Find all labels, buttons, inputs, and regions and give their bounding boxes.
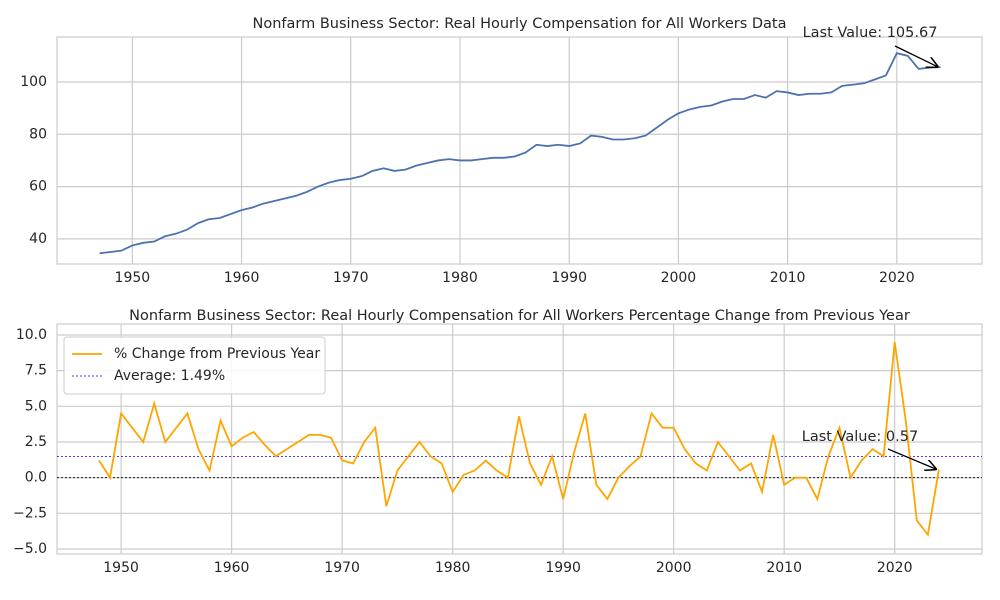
x-tick-label: 2020 <box>877 560 913 576</box>
x-tick-label: 2010 <box>770 270 806 286</box>
y-tick-label: 40 <box>29 231 47 247</box>
y-tick-label: 10.0 <box>16 327 47 343</box>
x-tick-label: 1990 <box>551 270 587 286</box>
y-tick-label: −2.5 <box>13 505 47 521</box>
y-tick-label: 7.5 <box>25 363 47 379</box>
data-line <box>99 52 941 255</box>
x-tick-label: 1980 <box>442 270 478 286</box>
plot-area <box>56 36 983 265</box>
x-tick-label: 1990 <box>545 560 581 576</box>
data-line <box>98 341 940 537</box>
x-tick-label: 2000 <box>656 560 692 576</box>
annotation-arrow <box>887 448 937 470</box>
y-tick-label: 5.0 <box>25 398 47 414</box>
y-tick-label: 100 <box>20 74 47 90</box>
x-tick-label: 1960 <box>224 270 260 286</box>
y-tick-label: 60 <box>29 179 47 195</box>
x-tick-label: 1970 <box>324 560 360 576</box>
chart-title: Nonfarm Business Sector: Real Hourly Com… <box>252 16 786 32</box>
annotation: Last Value: 0.57 <box>802 429 918 445</box>
legend-box <box>63 336 326 395</box>
y-tick-label: 0.0 <box>25 470 47 486</box>
x-tick-label: 1950 <box>115 270 151 286</box>
x-tick-label: 2010 <box>766 560 802 576</box>
x-tick-label: 2020 <box>879 270 915 286</box>
legend-label: % Change from Previous Year <box>114 346 320 362</box>
y-tick-label: −5.0 <box>13 541 47 557</box>
x-tick-label: 1950 <box>103 560 139 576</box>
chart-title: Nonfarm Business Sector: Real Hourly Com… <box>129 308 910 324</box>
legend-label: Average: 1.49% <box>114 368 225 384</box>
y-tick-label: 80 <box>29 126 47 142</box>
x-tick-label: 2000 <box>661 270 697 286</box>
x-tick-label: 1980 <box>435 560 471 576</box>
annotation: Last Value: 105.67 <box>803 25 938 41</box>
annotation-arrow <box>894 45 939 67</box>
y-tick-label: 2.5 <box>25 434 47 450</box>
x-tick-label: 1970 <box>333 270 369 286</box>
x-tick-label: 1960 <box>214 560 250 576</box>
